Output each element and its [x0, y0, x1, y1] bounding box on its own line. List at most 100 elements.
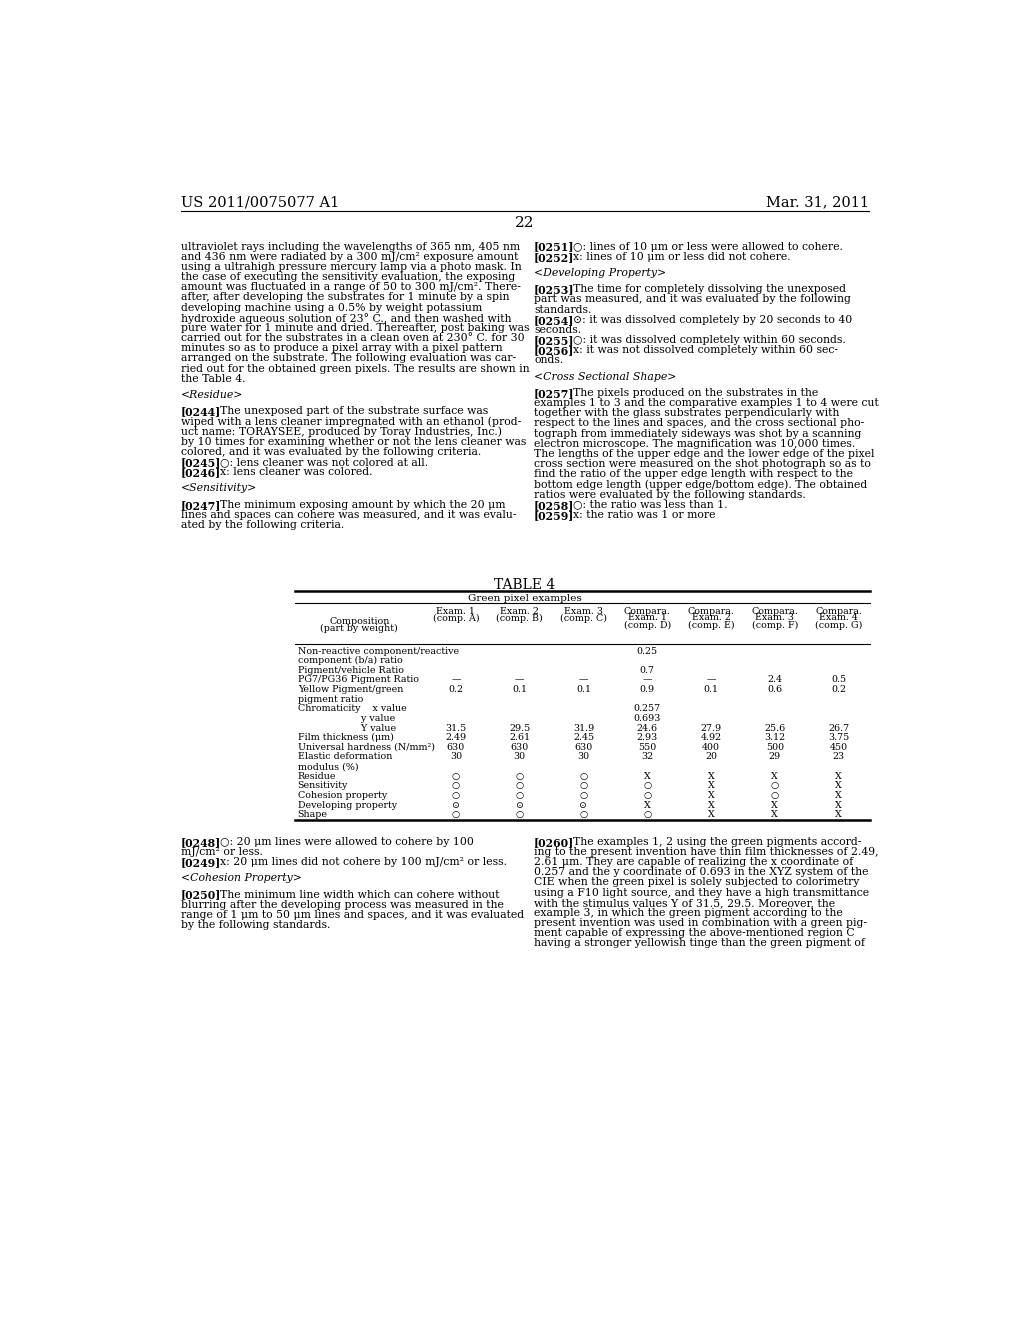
- Text: 30: 30: [578, 752, 590, 762]
- Text: 0.1: 0.1: [512, 685, 527, 694]
- Text: Y value: Y value: [298, 723, 396, 733]
- Text: 30: 30: [450, 752, 462, 762]
- Text: ⊙: ⊙: [452, 800, 460, 809]
- Text: Chromaticity    x value: Chromaticity x value: [298, 705, 407, 713]
- Text: range of 1 μm to 50 μm lines and spaces, and it was evaluated: range of 1 μm to 50 μm lines and spaces,…: [180, 909, 524, 920]
- Text: 0.25: 0.25: [637, 647, 657, 656]
- Text: arranged on the substrate. The following evaluation was car-: arranged on the substrate. The following…: [180, 354, 516, 363]
- Text: 31.5: 31.5: [445, 723, 467, 733]
- Text: Compara.: Compara.: [815, 607, 862, 615]
- Text: Developing property: Developing property: [298, 800, 397, 809]
- Text: 630: 630: [574, 743, 593, 752]
- Text: 0.257: 0.257: [634, 705, 660, 713]
- Text: onds.: onds.: [535, 355, 563, 366]
- Text: Exam. 1: Exam. 1: [628, 614, 667, 623]
- Text: modulus (%): modulus (%): [298, 762, 358, 771]
- Text: X: X: [708, 781, 715, 791]
- Text: [0251]: [0251]: [535, 242, 574, 252]
- Text: 630: 630: [446, 743, 465, 752]
- Text: Exam. 3: Exam. 3: [564, 607, 603, 615]
- Text: ried out for the obtained green pixels. The results are shown in: ried out for the obtained green pixels. …: [180, 363, 529, 374]
- Text: ○: ○: [771, 781, 779, 791]
- Text: —: —: [707, 676, 716, 685]
- Text: mJ/cm² or less.: mJ/cm² or less.: [180, 847, 262, 857]
- Text: [0253]: [0253]: [535, 284, 574, 296]
- Text: ⊙: ⊙: [516, 800, 523, 809]
- Text: [0245]: [0245]: [180, 457, 221, 469]
- Text: ○: ○: [515, 810, 524, 820]
- Text: 2.45: 2.45: [572, 733, 594, 742]
- Text: x: lines of 10 μm or less did not cohere.: x: lines of 10 μm or less did not cohere…: [559, 252, 791, 261]
- Text: (comp. C): (comp. C): [560, 614, 607, 623]
- Text: TABLE 4: TABLE 4: [495, 578, 555, 593]
- Text: together with the glass substrates perpendicularly with: together with the glass substrates perpe…: [535, 408, 840, 418]
- Text: present invention was used in combination with a green pig-: present invention was used in combinatio…: [535, 919, 867, 928]
- Text: uct name: TORAYSEE, produced by Toray Industries, Inc.): uct name: TORAYSEE, produced by Toray In…: [180, 426, 502, 437]
- Text: respect to the lines and spaces, and the cross sectional pho-: respect to the lines and spaces, and the…: [535, 418, 864, 429]
- Text: 2.49: 2.49: [445, 733, 467, 742]
- Text: bottom edge length (upper edge/bottom edge). The obtained: bottom edge length (upper edge/bottom ed…: [535, 479, 867, 490]
- Text: (comp. G): (comp. G): [815, 620, 862, 630]
- Text: Compara.: Compara.: [687, 607, 734, 615]
- Text: Pigment/vehicle Ratio: Pigment/vehicle Ratio: [298, 665, 403, 675]
- Text: standards.: standards.: [535, 305, 592, 314]
- Text: seconds.: seconds.: [535, 325, 582, 335]
- Text: X: X: [644, 772, 650, 780]
- Text: ⊙: it was dissolved completely by 20 seconds to 40: ⊙: it was dissolved completely by 20 sec…: [559, 314, 852, 325]
- Text: <Cross Sectional Shape>: <Cross Sectional Shape>: [535, 372, 677, 381]
- Text: ○: lens cleaner was not colored at all.: ○: lens cleaner was not colored at all.: [206, 457, 428, 467]
- Text: using a ultrahigh pressure mercury lamp via a photo mask. In: using a ultrahigh pressure mercury lamp …: [180, 261, 521, 272]
- Text: pigment ratio: pigment ratio: [298, 694, 364, 704]
- Text: Composition: Composition: [329, 618, 389, 626]
- Text: using a F10 light source, and they have a high transmittance: using a F10 light source, and they have …: [535, 887, 869, 898]
- Text: The pixels produced on the substrates in the: The pixels produced on the substrates in…: [559, 388, 818, 397]
- Text: 0.1: 0.1: [575, 685, 591, 694]
- Text: Cohesion property: Cohesion property: [298, 791, 387, 800]
- Text: <Sensitivity>: <Sensitivity>: [180, 483, 257, 494]
- Text: ment capable of expressing the above-mentioned region C: ment capable of expressing the above-men…: [535, 928, 855, 939]
- Text: electron microscope. The magnification was 10,000 times.: electron microscope. The magnification w…: [535, 438, 855, 449]
- Text: pure water for 1 minute and dried. Thereafter, post baking was: pure water for 1 minute and dried. There…: [180, 323, 529, 333]
- Text: Mar. 31, 2011: Mar. 31, 2011: [766, 195, 869, 210]
- Text: 2.4: 2.4: [767, 676, 782, 685]
- Text: (comp. D): (comp. D): [624, 620, 671, 630]
- Text: part was measured, and it was evaluated by the following: part was measured, and it was evaluated …: [535, 294, 851, 305]
- Text: 20: 20: [705, 752, 717, 762]
- Text: by the following standards.: by the following standards.: [180, 920, 330, 931]
- Text: X: X: [708, 772, 715, 780]
- Text: ○: it was dissolved completely within 60 seconds.: ○: it was dissolved completely within 60…: [559, 335, 846, 345]
- Text: Shape: Shape: [298, 810, 328, 820]
- Text: [0254]: [0254]: [535, 314, 574, 326]
- Text: The unexposed part of the substrate surface was: The unexposed part of the substrate surf…: [206, 407, 487, 416]
- Text: [0246]: [0246]: [180, 467, 221, 478]
- Text: 550: 550: [638, 743, 656, 752]
- Text: Green pixel examples: Green pixel examples: [468, 594, 582, 603]
- Text: ⊙: ⊙: [580, 800, 588, 809]
- Text: 0.6: 0.6: [767, 685, 782, 694]
- Text: 3.12: 3.12: [764, 733, 785, 742]
- Text: 400: 400: [702, 743, 720, 752]
- Text: CIE when the green pixel is solely subjected to colorimetry: CIE when the green pixel is solely subje…: [535, 878, 859, 887]
- Text: Compara.: Compara.: [624, 607, 671, 615]
- Text: (comp. E): (comp. E): [688, 620, 734, 630]
- Text: wiped with a lens cleaner impregnated with an ethanol (prod-: wiped with a lens cleaner impregnated wi…: [180, 416, 521, 426]
- Text: find the ratio of the upper edge length with respect to the: find the ratio of the upper edge length …: [535, 469, 853, 479]
- Text: 22: 22: [515, 216, 535, 230]
- Text: lines and spaces can cohere was measured, and it was evalu-: lines and spaces can cohere was measured…: [180, 510, 516, 520]
- Text: The minimum line width which can cohere without: The minimum line width which can cohere …: [206, 890, 499, 900]
- Text: Exam. 3: Exam. 3: [756, 614, 795, 623]
- Text: (part by weight): (part by weight): [321, 624, 398, 634]
- Text: 29: 29: [769, 752, 781, 762]
- Text: 630: 630: [511, 743, 528, 752]
- Text: 4.92: 4.92: [700, 733, 722, 742]
- Text: x: it was not dissolved completely within 60 sec-: x: it was not dissolved completely withi…: [559, 346, 838, 355]
- Text: (comp. B): (comp. B): [497, 614, 543, 623]
- Text: The examples 1, 2 using the green pigments accord-: The examples 1, 2 using the green pigmen…: [559, 837, 861, 846]
- Text: minutes so as to produce a pixel array with a pixel pattern: minutes so as to produce a pixel array w…: [180, 343, 503, 354]
- Text: ○: ○: [515, 781, 524, 791]
- Text: ○: ○: [452, 791, 460, 800]
- Text: 3.75: 3.75: [828, 733, 849, 742]
- Text: hydroxide aqueous solution of 23° C., and then washed with: hydroxide aqueous solution of 23° C., an…: [180, 313, 511, 323]
- Text: 0.257 and the y coordinate of 0.693 in the XYZ system of the: 0.257 and the y coordinate of 0.693 in t…: [535, 867, 868, 878]
- Text: —: —: [515, 676, 524, 685]
